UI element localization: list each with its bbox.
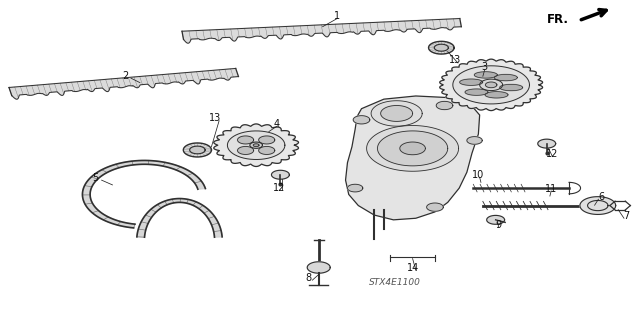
Text: STX4E1100: STX4E1100 bbox=[369, 278, 421, 287]
Polygon shape bbox=[189, 146, 205, 154]
Polygon shape bbox=[381, 106, 413, 122]
Text: 4: 4 bbox=[273, 119, 280, 129]
Polygon shape bbox=[214, 124, 298, 167]
Text: 13: 13 bbox=[449, 56, 461, 65]
Text: 1: 1 bbox=[334, 11, 340, 21]
Polygon shape bbox=[227, 131, 285, 160]
Text: 3: 3 bbox=[482, 62, 488, 72]
Polygon shape bbox=[83, 160, 205, 228]
Polygon shape bbox=[494, 74, 517, 81]
Polygon shape bbox=[429, 41, 454, 54]
Text: 8: 8 bbox=[305, 273, 312, 283]
Polygon shape bbox=[435, 44, 449, 51]
Polygon shape bbox=[427, 203, 444, 211]
Polygon shape bbox=[460, 79, 483, 85]
Text: 13: 13 bbox=[209, 113, 221, 123]
Polygon shape bbox=[259, 136, 275, 144]
Polygon shape bbox=[253, 144, 259, 147]
Text: FR.: FR. bbox=[547, 13, 569, 26]
Text: 9: 9 bbox=[496, 220, 502, 230]
Polygon shape bbox=[378, 131, 448, 166]
Polygon shape bbox=[479, 79, 502, 91]
Polygon shape bbox=[474, 72, 497, 78]
Text: 14: 14 bbox=[406, 263, 419, 273]
Polygon shape bbox=[237, 146, 253, 154]
Polygon shape bbox=[353, 116, 370, 124]
Polygon shape bbox=[467, 137, 482, 144]
Text: 11: 11 bbox=[545, 184, 557, 194]
Polygon shape bbox=[307, 262, 330, 273]
Polygon shape bbox=[486, 215, 504, 224]
Polygon shape bbox=[259, 146, 275, 154]
Polygon shape bbox=[348, 184, 363, 192]
Polygon shape bbox=[485, 92, 508, 98]
Text: 5: 5 bbox=[92, 173, 99, 183]
Polygon shape bbox=[237, 136, 253, 144]
Polygon shape bbox=[271, 170, 289, 179]
Polygon shape bbox=[580, 197, 616, 214]
Polygon shape bbox=[182, 19, 461, 43]
Polygon shape bbox=[400, 142, 426, 155]
Text: 6: 6 bbox=[598, 192, 604, 202]
Polygon shape bbox=[371, 101, 422, 126]
Polygon shape bbox=[440, 59, 543, 111]
Polygon shape bbox=[137, 198, 222, 237]
Text: 10: 10 bbox=[472, 170, 484, 180]
Polygon shape bbox=[465, 89, 488, 95]
Text: 2: 2 bbox=[122, 71, 129, 81]
Text: 12: 12 bbox=[547, 149, 559, 160]
Text: 12: 12 bbox=[273, 183, 285, 193]
Polygon shape bbox=[500, 84, 523, 91]
Polygon shape bbox=[436, 101, 453, 110]
Polygon shape bbox=[183, 143, 211, 157]
Polygon shape bbox=[9, 69, 239, 99]
Polygon shape bbox=[538, 139, 556, 148]
Text: 7: 7 bbox=[623, 211, 630, 221]
Polygon shape bbox=[485, 82, 497, 88]
Polygon shape bbox=[250, 142, 262, 148]
Polygon shape bbox=[346, 96, 479, 220]
Polygon shape bbox=[453, 66, 529, 104]
Polygon shape bbox=[367, 125, 459, 171]
